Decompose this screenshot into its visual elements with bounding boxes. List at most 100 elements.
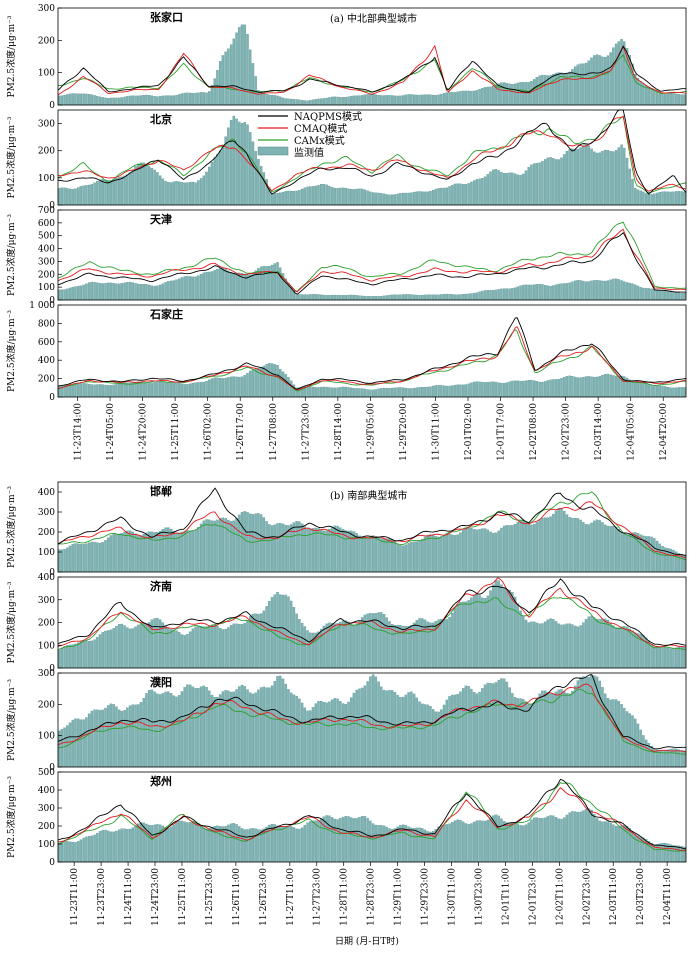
legend: NAQPMS模式 CMAQ模式 CAMx模式 监测值 [257, 110, 362, 159]
obs-bar [614, 43, 618, 106]
obs-bar [582, 280, 585, 301]
obs-bar [573, 811, 577, 863]
obs-bar [137, 823, 140, 863]
obs-bar [60, 549, 64, 573]
obs-bar [262, 172, 266, 206]
obs-bar [595, 376, 599, 398]
obs-bar [123, 710, 126, 768]
obs-bar [63, 289, 66, 301]
obs-bar [584, 144, 588, 206]
obs-bar [216, 696, 219, 768]
obs-bar [303, 526, 307, 573]
obs-bar [475, 179, 479, 206]
obs-bar [142, 95, 145, 106]
obs-bar [590, 809, 593, 863]
obs-bar [208, 828, 211, 863]
obs-bar [270, 193, 274, 206]
obs-bar [347, 387, 350, 398]
obs-bar [276, 262, 279, 301]
obs-bar [549, 75, 552, 106]
obs-bar [631, 630, 634, 669]
obs-bar [664, 386, 667, 398]
obs-bar [590, 57, 593, 106]
obs-bar [459, 602, 462, 669]
obs-bar [571, 376, 574, 398]
obs-bar [380, 388, 383, 398]
obs-bar [573, 517, 577, 573]
obs-bar [636, 723, 640, 768]
obs-bar [71, 286, 74, 301]
obs-bar [341, 529, 345, 573]
obs-bar [431, 535, 435, 573]
obs-bar [197, 527, 200, 573]
obs-bar [120, 828, 124, 863]
obs-bar [492, 683, 495, 768]
x-tick-label: 12-02T23:00 [582, 868, 592, 926]
obs-bar [295, 190, 298, 206]
obs-bar [216, 519, 219, 573]
obs-bar [530, 621, 533, 669]
obs-bar [672, 93, 675, 106]
obs-bar [620, 626, 623, 669]
obs-bar [483, 598, 487, 669]
obs-bar [366, 190, 369, 206]
obs-bar [360, 388, 364, 398]
obs-bar [79, 839, 83, 863]
obs-bar [104, 707, 107, 768]
obs-bar [292, 827, 296, 863]
obs-bar [101, 97, 104, 106]
obs-bar [541, 284, 544, 301]
obs-bar [481, 88, 484, 106]
obs-bar [145, 693, 148, 768]
obs-bar [396, 294, 399, 301]
obs-bar [126, 530, 129, 573]
obs-bar [183, 384, 186, 398]
obs-bar [442, 704, 446, 768]
obs-bar [366, 537, 369, 573]
obs-bar [683, 750, 686, 768]
obs-bar [96, 282, 99, 301]
obs-bar [186, 634, 189, 669]
obs-bar [603, 618, 607, 669]
obs-bar [511, 822, 514, 863]
obs-bar [595, 618, 599, 669]
obs-bar [287, 825, 290, 863]
obs-bar [63, 549, 66, 573]
obs-bar [508, 381, 511, 398]
obs-bar [456, 91, 459, 106]
obs-bar [262, 517, 266, 573]
obs-bar [360, 95, 364, 106]
obs-bar [442, 824, 446, 863]
obs-bar [374, 613, 378, 669]
obs-bar [421, 703, 424, 768]
obs-bar [314, 387, 317, 398]
obs-bar [139, 702, 143, 768]
obs-bar [336, 96, 339, 106]
obs-bar [655, 646, 659, 669]
y-tick-label: 100 [38, 732, 55, 742]
obs-bar [205, 380, 208, 398]
obs-bar [98, 96, 102, 106]
obs-bar [497, 289, 500, 301]
obs-bar [390, 539, 394, 573]
obs-bar [543, 75, 547, 106]
obs-bar [470, 293, 473, 301]
obs-bar [437, 188, 440, 206]
obs-bar [680, 750, 683, 768]
obs-bar [448, 385, 451, 398]
obs-bar [612, 278, 615, 301]
obs-bar [475, 693, 479, 768]
obs-bar [76, 543, 80, 573]
naqpms-line [57, 578, 687, 646]
obs-bar [393, 541, 397, 573]
obs-bar [281, 371, 285, 398]
obs-bar [573, 149, 577, 206]
obs-bar [175, 822, 178, 863]
obs-bar [325, 702, 328, 768]
obs-bar [423, 294, 427, 301]
obs-bar [502, 821, 506, 863]
obs-bar [235, 376, 238, 398]
obs-bar [358, 535, 361, 573]
obs-bar [322, 816, 326, 863]
